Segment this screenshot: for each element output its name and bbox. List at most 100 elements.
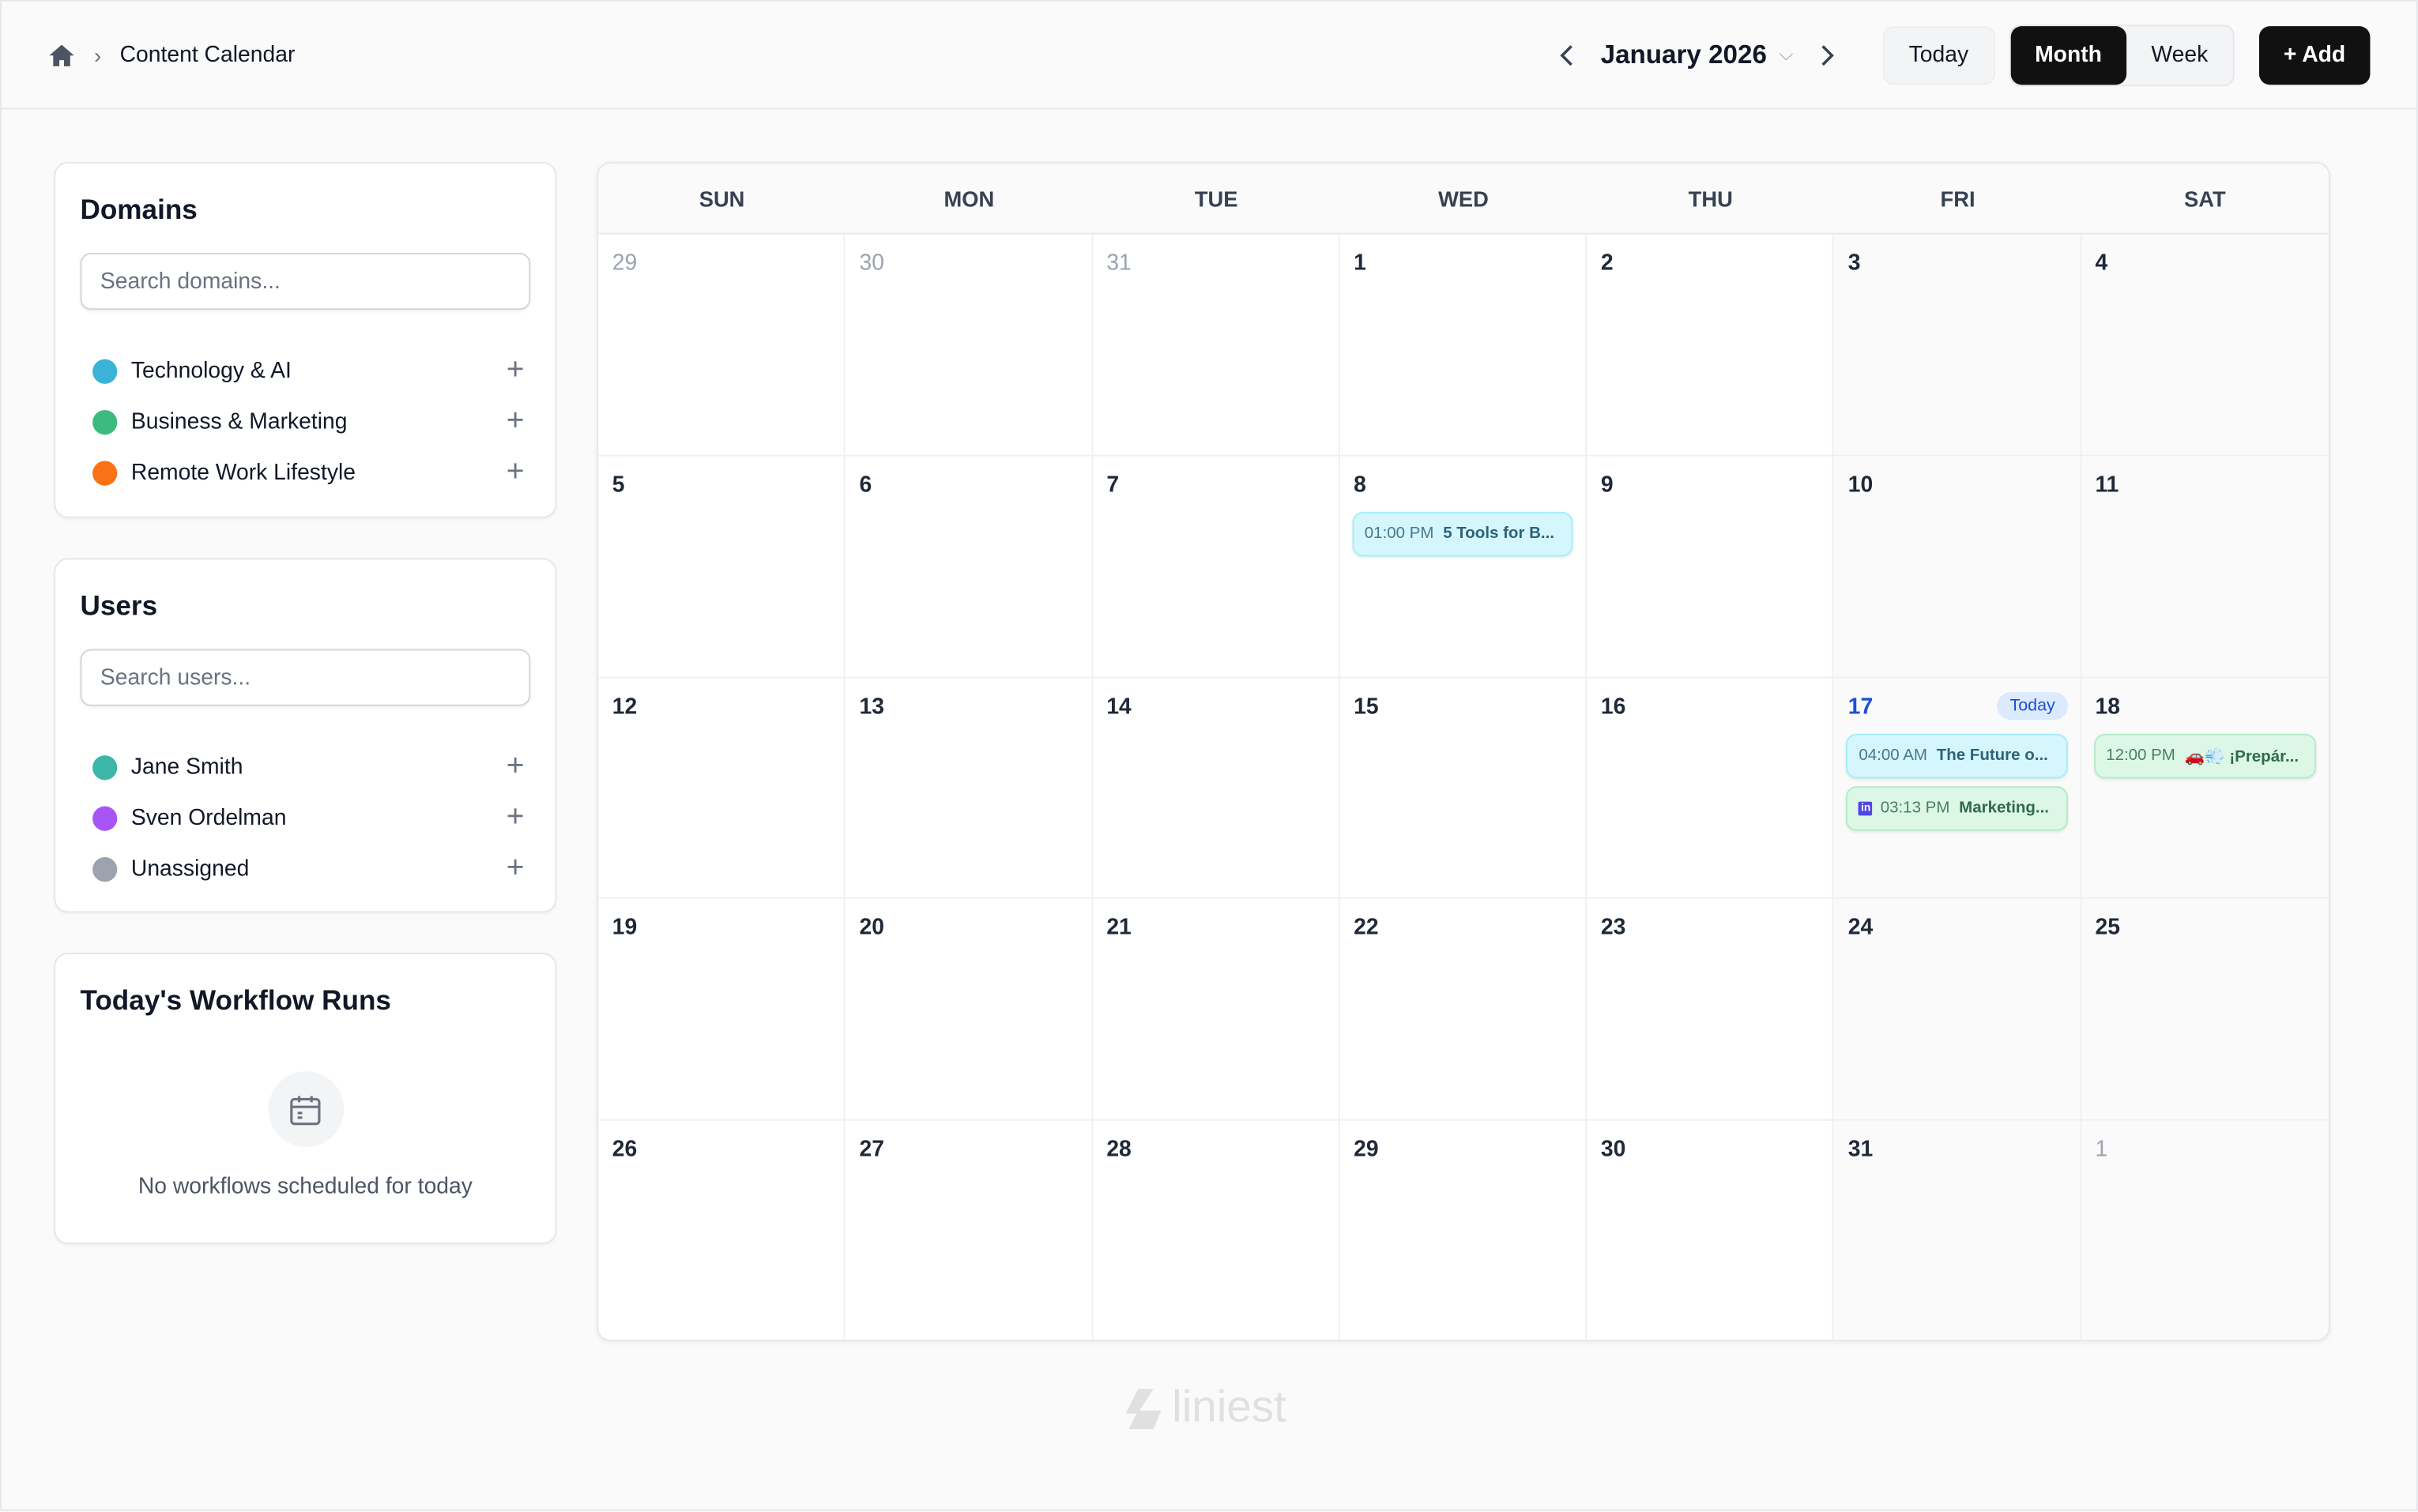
search-users-input[interactable]: Search users... — [80, 649, 531, 706]
day-number: 11 — [2095, 472, 2119, 498]
chevron-down-icon: ⌵ — [1779, 43, 1794, 65]
day-cell[interactable]: 17 Today 04:00 AM The Future o... in 03:13 PM… — [1834, 677, 2081, 900]
day-number: 16 — [1600, 694, 1626, 720]
day-cell[interactable]: 1 — [1339, 234, 1588, 457]
day-number: 19 — [612, 916, 638, 942]
day-number: 31 — [1106, 251, 1132, 276]
day-cell[interactable]: 30 — [1587, 1121, 1835, 1340]
day-number: 15 — [1354, 694, 1379, 720]
day-cell[interactable]: 5 — [598, 456, 846, 678]
day-cell[interactable]: 26 — [598, 1121, 846, 1340]
month-view-button[interactable]: Month — [2009, 25, 2127, 85]
day-cell[interactable]: 24 — [1834, 899, 2081, 1122]
day-number: 7 — [1106, 472, 1120, 498]
weekday-header: SAT — [2184, 186, 2226, 211]
day-number: 13 — [859, 694, 885, 720]
day-cell[interactable]: 20 — [845, 899, 1093, 1122]
weekday-header: SUN — [699, 186, 745, 211]
color-dot-icon — [92, 754, 118, 780]
day-cell[interactable]: 11 — [2081, 456, 2329, 678]
plus-icon[interactable]: + — [506, 454, 525, 489]
breadcrumb: › Content Calendar — [47, 43, 295, 67]
workflow-runs-card: Today's Workflow Runs No workflows sched… — [54, 953, 557, 1244]
day-cell[interactable]: 18 12:00 PM 🚗💨 ¡Prepár... — [2081, 677, 2329, 900]
month-selector[interactable]: January 2026 ⌵ — [1601, 39, 1794, 70]
plus-icon[interactable]: + — [506, 352, 525, 387]
event-chip[interactable]: 01:00 PM 5 Tools for B... — [1352, 511, 1573, 557]
home-icon[interactable] — [47, 43, 75, 67]
domains-item[interactable]: Business & Marketing + — [80, 397, 530, 447]
day-cell[interactable]: 16 — [1587, 677, 1835, 900]
event-title: Marketing... — [1959, 799, 2050, 818]
day-cell[interactable]: 31 — [1092, 234, 1340, 457]
weekday-header: FRI — [1940, 186, 1975, 211]
day-number: 26 — [612, 1138, 638, 1163]
event-chip[interactable]: 04:00 AM The Future o... — [1846, 733, 2068, 778]
users-item[interactable]: Unassigned + — [80, 843, 530, 893]
day-cell[interactable]: 14 — [1092, 677, 1340, 900]
plus-icon[interactable]: + — [506, 851, 525, 886]
day-cell[interactable]: 19 — [598, 899, 846, 1122]
prev-month-button[interactable] — [1545, 33, 1588, 77]
day-cell[interactable]: 25 — [2081, 899, 2329, 1122]
day-cell[interactable]: 22 — [1339, 899, 1588, 1122]
day-cell[interactable]: 28 — [1093, 1121, 1340, 1340]
view-toggle: Month Week — [2008, 24, 2235, 86]
day-cell[interactable]: 30 — [845, 234, 1093, 457]
color-dot-icon — [92, 856, 118, 882]
users-item[interactable]: Sven Ordelman + — [80, 792, 530, 843]
day-number: 29 — [1354, 1138, 1379, 1163]
event-chip[interactable]: 12:00 PM 🚗💨 ¡Prepár... — [2093, 733, 2317, 778]
search-domains-input[interactable]: Search domains... — [80, 253, 531, 310]
event-title: 🚗💨 ¡Prepár... — [2184, 747, 2299, 766]
day-number: 12 — [612, 694, 638, 720]
next-month-button[interactable] — [1806, 33, 1849, 77]
domains-item[interactable]: Remote Work Lifestyle + — [80, 447, 530, 498]
day-number: 20 — [859, 916, 885, 942]
day-number: 25 — [2095, 916, 2121, 942]
event-chip[interactable]: in 03:13 PM Marketing... — [1846, 785, 2068, 831]
users-title: Users — [80, 590, 158, 622]
day-number: 6 — [859, 472, 872, 498]
plus-icon[interactable]: + — [506, 749, 525, 784]
plus-icon[interactable]: + — [506, 799, 525, 834]
day-cell[interactable]: 9 — [1587, 456, 1835, 678]
domains-card: Domains Search domains... Technology & A… — [54, 161, 557, 518]
item-label: Technology & AI — [130, 358, 292, 383]
day-number: 28 — [1106, 1138, 1132, 1163]
day-number: 9 — [1600, 472, 1614, 498]
day-cell[interactable]: 1 — [2081, 1121, 2329, 1340]
day-cell[interactable]: 4 — [2081, 234, 2329, 457]
day-number: 27 — [859, 1138, 885, 1163]
today-badge: Today — [1997, 691, 2068, 720]
add-button[interactable]: + Add — [2258, 25, 2371, 85]
day-cell[interactable]: 10 — [1834, 456, 2081, 678]
event-time: 01:00 PM — [1364, 525, 1434, 543]
day-cell[interactable]: 2 — [1587, 234, 1835, 457]
event-time: 12:00 PM — [2106, 746, 2175, 765]
day-cell[interactable]: 29 — [598, 234, 846, 457]
day-cell[interactable]: 29 — [1340, 1121, 1588, 1340]
liniest-logo-icon — [1125, 1388, 1162, 1429]
users-item[interactable]: Jane Smith + — [80, 742, 530, 792]
day-cell[interactable]: 27 — [846, 1121, 1093, 1340]
day-cell[interactable]: 21 — [1092, 899, 1340, 1122]
day-cell[interactable]: 6 — [845, 456, 1093, 678]
day-cell[interactable]: 8 01:00 PM 5 Tools for B... — [1339, 456, 1588, 678]
day-cell[interactable]: 31 — [1834, 1121, 2081, 1340]
domains-item[interactable]: Technology & AI + — [80, 345, 530, 396]
day-cell[interactable]: 13 — [845, 677, 1093, 900]
plus-icon[interactable]: + — [506, 404, 525, 438]
week-view-button[interactable]: Week — [2151, 42, 2209, 67]
item-label: Remote Work Lifestyle — [130, 460, 356, 485]
day-cell[interactable]: 7 — [1092, 456, 1340, 678]
today-button[interactable]: Today — [1882, 25, 1995, 85]
brand-name: liniest — [1172, 1382, 1286, 1432]
day-cell[interactable]: 23 — [1587, 899, 1835, 1122]
day-cell[interactable]: 15 — [1339, 677, 1588, 900]
day-cell[interactable]: 3 — [1834, 234, 2081, 457]
day-number: 1 — [1354, 251, 1366, 276]
calendar-icon — [267, 1071, 344, 1147]
day-cell[interactable]: 12 — [598, 677, 846, 900]
weekday-header: MON — [943, 186, 995, 211]
